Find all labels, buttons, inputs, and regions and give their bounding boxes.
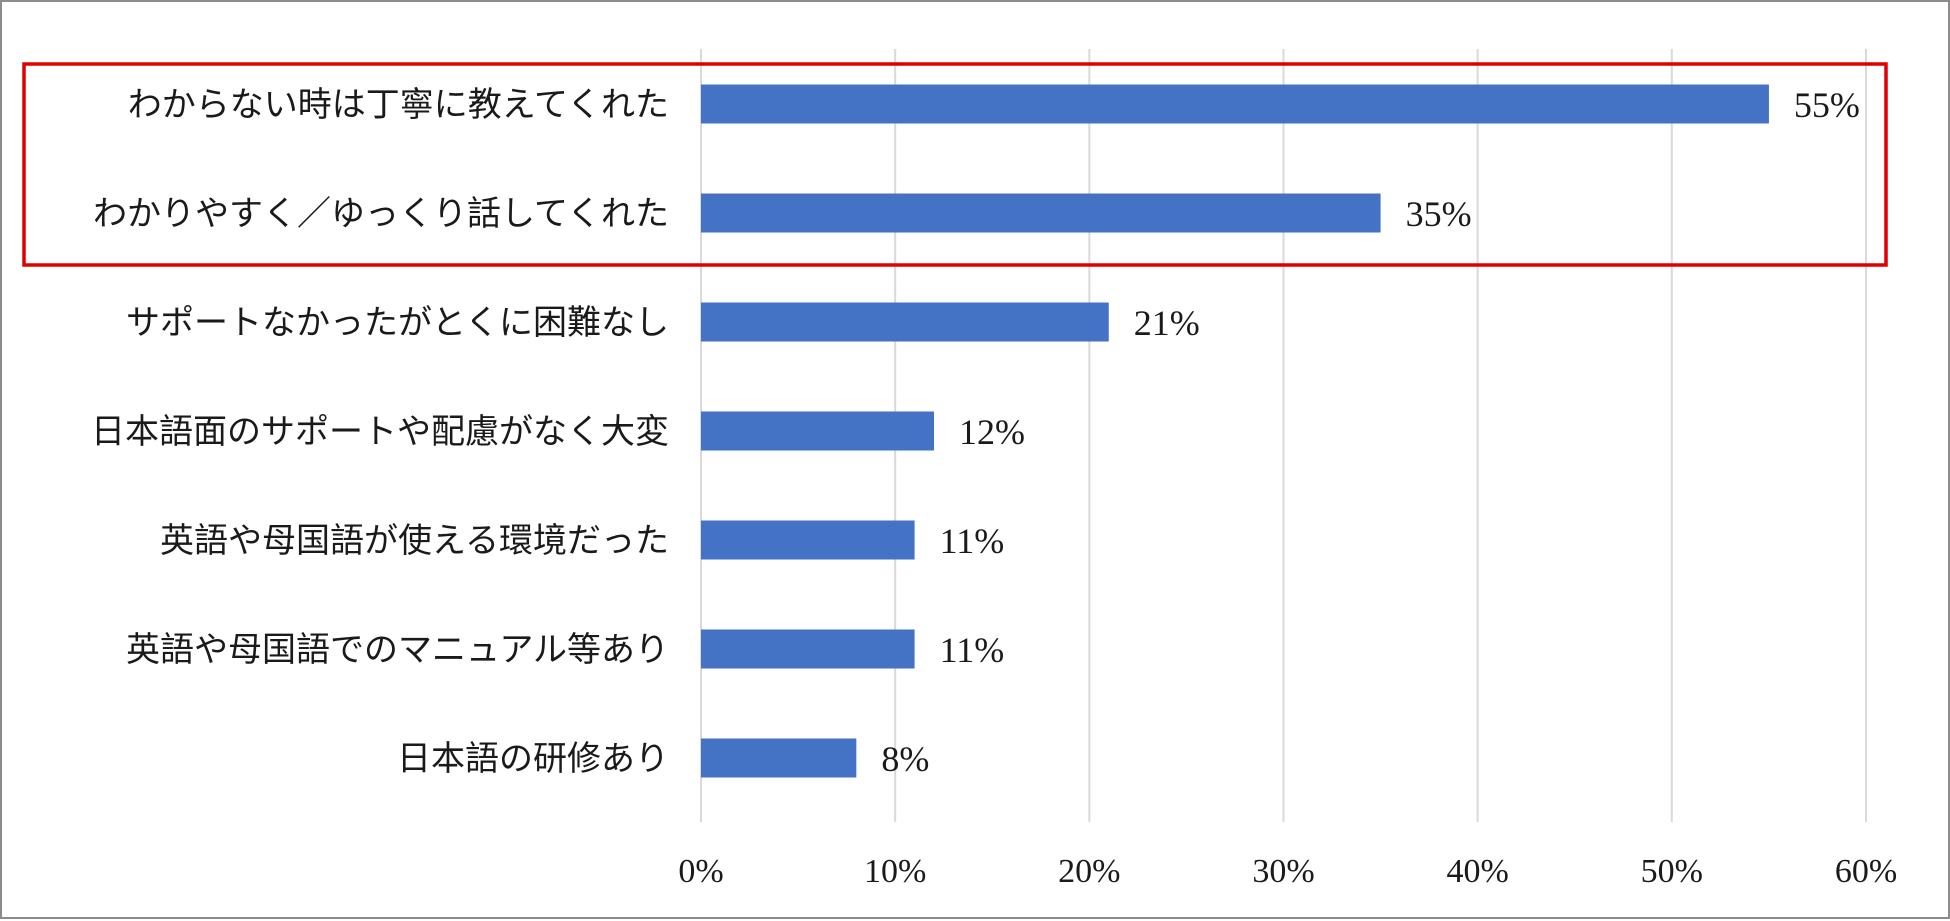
highlight-box xyxy=(22,62,1888,267)
x-tick-label: 10% xyxy=(864,853,926,890)
value-label: 8% xyxy=(881,739,929,779)
highlight-box-group xyxy=(22,62,1888,267)
x-tick-label: 0% xyxy=(678,853,723,890)
bars xyxy=(701,84,1769,778)
value-label: 11% xyxy=(940,521,1005,561)
category-labels: わからない時は丁寧に教えてくれたわかりやすく／ゆっくり話してくれたサポートなかっ… xyxy=(91,85,669,779)
category-label: 英語や母国語でのマニュアル等あり xyxy=(126,630,669,670)
value-label: 21% xyxy=(1134,303,1200,343)
gridlines xyxy=(700,49,1867,822)
category-label: サポートなかったがとくに困難なし xyxy=(126,303,669,343)
category-label: 日本語面のサポートや配慮がなく大変 xyxy=(91,412,669,452)
bar xyxy=(701,520,915,560)
category-label: 日本語の研修あり xyxy=(397,739,669,779)
x-tick-label: 50% xyxy=(1641,853,1703,890)
value-label: 55% xyxy=(1794,85,1860,125)
x-axis-tick-labels: 0% 10% 20% 30% 40% 50% 60% xyxy=(678,853,1897,890)
value-labels: 55% 35% 21% 12% 11% 11% 8% xyxy=(881,85,1860,779)
value-label: 12% xyxy=(959,412,1025,452)
x-tick-label: 30% xyxy=(1252,853,1314,890)
x-tick-label: 60% xyxy=(1835,853,1897,890)
bar xyxy=(701,302,1109,342)
bar xyxy=(701,738,857,778)
bar xyxy=(701,629,915,669)
x-tick-label: 40% xyxy=(1447,853,1509,890)
value-label: 11% xyxy=(940,630,1005,670)
bar xyxy=(701,84,1769,124)
x-tick-label: 20% xyxy=(1058,853,1120,890)
value-label: 35% xyxy=(1406,194,1472,234)
category-label: わかりやすく／ゆっくり話してくれた xyxy=(93,194,669,234)
bar xyxy=(701,193,1381,233)
category-label: わからない時は丁寧に教えてくれた xyxy=(128,85,669,125)
bar xyxy=(701,411,934,451)
category-label: 英語や母国語が使える環境だった xyxy=(160,521,669,561)
